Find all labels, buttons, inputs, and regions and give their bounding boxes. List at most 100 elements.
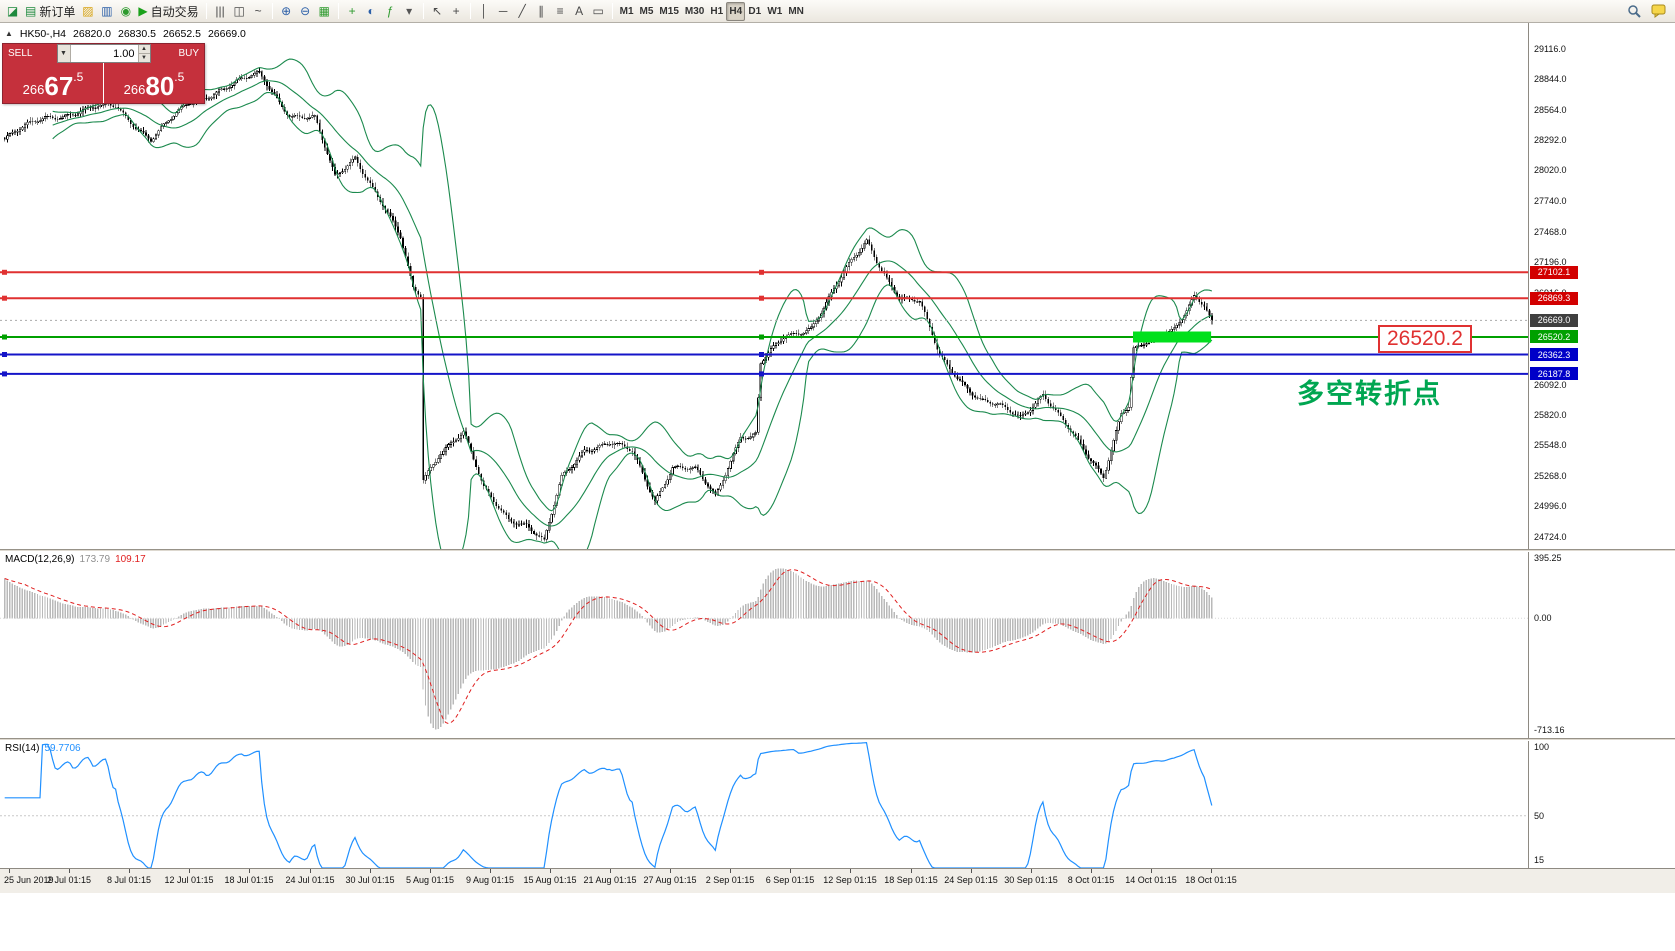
indicators-button[interactable]: ƒ (381, 2, 400, 21)
one-click-price-row: 266 67 .5 266 80 .5 (3, 63, 204, 103)
tf-m30-button[interactable]: M30 (682, 2, 707, 21)
turning-point-text-object[interactable]: 多空转折点 (1297, 379, 1442, 409)
bar-chart-icon: ||| (215, 4, 225, 18)
new-order-button-label: 新订单 (39, 4, 76, 19)
toolbar-separator (337, 3, 339, 19)
macd-panel[interactable] (0, 552, 1528, 738)
panel-separator[interactable] (0, 549, 1675, 552)
tf-m30-button-label: M30 (684, 5, 705, 17)
vertical-line-button[interactable]: │ (475, 2, 494, 21)
last-price-box: 26669.0 (1530, 313, 1578, 327)
crosshair-button[interactable]: + (447, 2, 466, 21)
bollinger-bands (52, 58, 1213, 569)
macd-axis[interactable]: 395.25 0.00 -713.16 (1528, 552, 1675, 738)
market-watch-button[interactable]: ▥ (97, 2, 116, 21)
toolbar-separator (469, 3, 471, 19)
time-tick (1031, 869, 1032, 873)
volume-down-button[interactable]: ▼ (138, 54, 150, 62)
channel-button[interactable]: ∥ (532, 2, 551, 21)
price-tick-label: 25820.0 (1534, 409, 1567, 420)
rsi-axis[interactable]: 100 50 15 (1528, 741, 1675, 868)
bollinger-middle-line (52, 80, 1213, 527)
search-button[interactable] (1624, 2, 1644, 21)
cursor-button[interactable]: ↖ (428, 2, 447, 21)
channel-icon: ∥ (538, 4, 545, 18)
autotrading-icon: ▶ (138, 4, 148, 18)
tf-h1-button[interactable]: H1 (707, 2, 726, 21)
buy-price-button[interactable]: 266 80 .5 (104, 63, 204, 103)
price-callout-object[interactable]: 26520.2 (1378, 325, 1472, 353)
rsi-tick-label: 50 (1534, 810, 1545, 821)
main-chart[interactable] (0, 23, 1528, 569)
tf-m15-button[interactable]: M15 (656, 2, 681, 21)
tf-m1-button[interactable]: M1 (617, 2, 637, 21)
tf-m5-button-label: M5 (639, 5, 654, 17)
new-order-button[interactable]: ▤ 新订单 (22, 2, 78, 21)
price-tick-label: 29116.0 (1534, 43, 1566, 54)
chat-icon (1651, 4, 1665, 18)
volume-input[interactable] (70, 45, 138, 62)
templates-button[interactable]: ▾ (400, 2, 419, 21)
time-tick-label: 24 Sep 01:15 (944, 875, 998, 885)
tf-h4-button[interactable]: H4 (726, 1, 746, 21)
highlight-band-object[interactable] (1133, 331, 1212, 343)
collapse-panel-icon[interactable]: ▲ (5, 29, 13, 38)
time-tick-label: 24 Jul 01:15 (285, 875, 335, 885)
tf-d1-button[interactable]: D1 (745, 2, 764, 21)
search-icon (1628, 5, 1641, 18)
text-button[interactable]: A (570, 2, 589, 21)
price-axis[interactable]: 29116.0 28844.0 28564.0 28292.0 28020.0 27740… (1528, 23, 1675, 549)
autotrading-button[interactable]: ▶ 自动交易 (135, 2, 201, 21)
time-tick (370, 869, 371, 873)
fibonacci-button[interactable]: ≡ (551, 2, 570, 21)
macd-name: MACD(12,26,9) (5, 554, 75, 565)
time-tick-label: 30 Sep 01:15 (1004, 875, 1058, 885)
buy-tab[interactable]: BUY (150, 44, 204, 63)
tile-windows-button[interactable]: ▦ (315, 2, 334, 21)
rsi-name: RSI(14) (5, 743, 40, 754)
tf-w1-button[interactable]: W1 (764, 2, 785, 21)
app-button[interactable]: ◪ (3, 2, 22, 21)
panel-separator[interactable] (0, 738, 1675, 741)
tf-m5-button[interactable]: M5 (637, 2, 657, 21)
toolbar-separator (205, 3, 207, 19)
horizontal-line-button[interactable]: ─ (494, 2, 513, 21)
chat-button[interactable] (1648, 2, 1668, 21)
time-tick (610, 869, 611, 873)
volume-dropdown-button[interactable]: ▼ (57, 45, 71, 62)
sell-tab[interactable]: SELL (3, 44, 57, 63)
time-tick (1091, 869, 1092, 873)
profiles-button[interactable]: ▨ (78, 2, 97, 21)
line-chart-button[interactable]: ~ (249, 2, 268, 21)
vertical-line-icon: │ (480, 4, 488, 18)
toolbar-right (1624, 2, 1672, 21)
macd-tick-label: -713.16 (1534, 725, 1565, 735)
sell-price-button[interactable]: 266 67 .5 (3, 63, 103, 103)
time-tick-label: 18 Oct 01:15 (1185, 875, 1237, 885)
time-tick (69, 869, 70, 873)
bar-chart-button[interactable]: ||| (211, 2, 230, 21)
time-axis[interactable]: 25 Jun 2019 2 Jul 01:15 8 Jul 01:15 12 Jul … (0, 868, 1675, 893)
tf-d1-button-label: D1 (748, 5, 762, 17)
zoom-out-button[interactable]: ⊖ (296, 2, 315, 21)
new-chart-button[interactable]: + (343, 2, 362, 21)
time-tick (850, 869, 851, 873)
rsi-panel[interactable] (0, 741, 1528, 869)
price-tick-label: 27740.0 (1534, 196, 1567, 207)
navigator-button[interactable]: ◉ (116, 2, 135, 21)
zoom-in-button[interactable]: ⊕ (277, 2, 296, 21)
tf-h4-button-label: H4 (729, 5, 743, 17)
toolbar: ◪ ▤ 新订单 ▨ ▥ ◉ ▶ 自动交易 ||| ◫ ~ ⊕ ⊖ ▦ + ◐ ƒ ▾ ↖ + │ ─ ╱ ∥ ≡ A ▭ M1 M5 M1… (0, 0, 1675, 23)
candlestick-chart-button[interactable]: ◫ (230, 2, 249, 21)
label-button[interactable]: ▭ (589, 2, 608, 21)
horizontal-line-objects[interactable] (0, 269, 1528, 377)
trendline-button[interactable]: ╱ (513, 2, 532, 21)
chart-ohlc-header: ▲ HK50-,H4 26820.0 26830.5 26652.5 26669… (5, 27, 246, 40)
period-dropdown-icon: ◐ (367, 4, 375, 18)
volume-up-button[interactable]: ▲ (138, 45, 150, 54)
new-order-icon: ▤ (25, 4, 37, 18)
tf-mn-button[interactable]: MN (785, 2, 807, 21)
period-dropdown-button[interactable]: ◐ (362, 2, 381, 21)
time-tick-label: 6 Sep 01:15 (765, 875, 815, 885)
new-chart-icon: + (348, 4, 356, 18)
